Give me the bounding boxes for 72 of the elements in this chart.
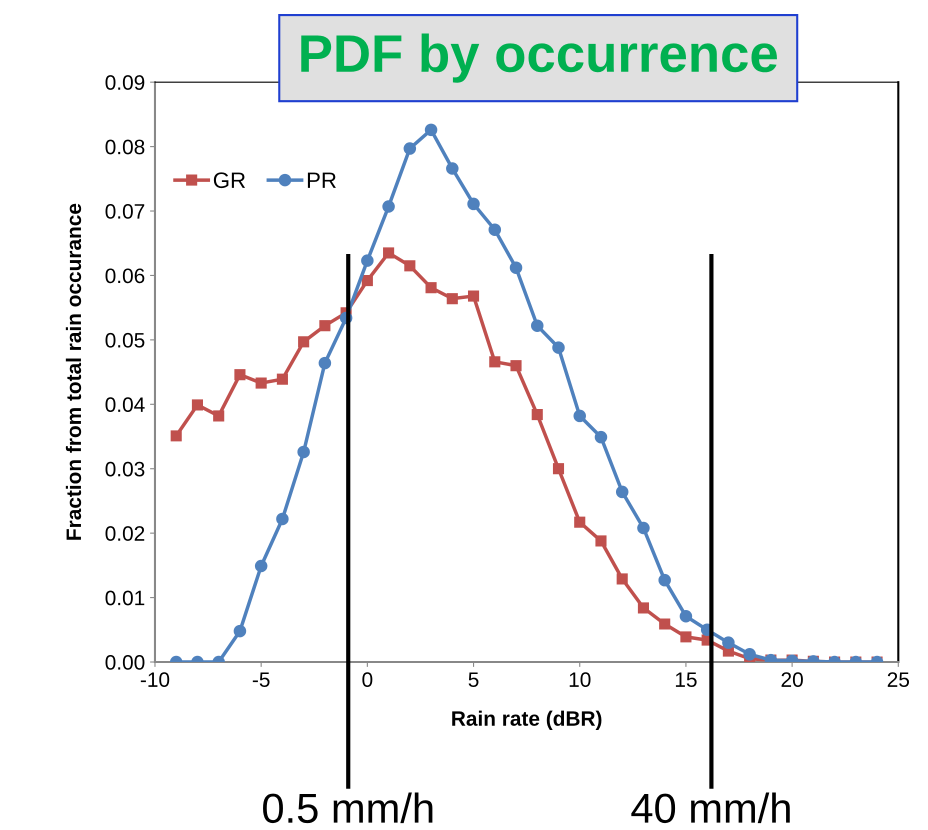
point [722,636,735,649]
x-tick-label: 20 [782,672,803,688]
point [404,260,416,272]
point [424,124,438,136]
x-tick-label: 15 [676,672,697,688]
point [446,162,459,175]
point [468,290,480,302]
point [234,369,246,380]
point [638,602,650,614]
y-tick-label: 0.05 [106,332,144,348]
y-tick-label: 0.04 [106,397,145,412]
point [680,631,692,642]
point [510,360,522,372]
point [361,254,374,267]
point [319,320,330,332]
legend-label: GR [214,172,246,188]
ref-line-label: 40 mm/h [631,792,790,824]
point [552,341,565,354]
point [659,618,670,630]
ref-line-label: 0.5 mm/h [263,792,432,824]
point [297,446,310,458]
point [489,356,500,368]
point [510,261,522,274]
legend-label: PR [308,172,336,188]
point [254,560,268,572]
point [574,516,586,528]
x-tick-label: -5 [252,672,270,688]
y-axis-title: Fraction from total rain occurance [66,204,82,540]
x-tick-label: 10 [570,672,591,688]
y-tick-label: 0.08 [106,140,144,154]
point [594,430,608,444]
x-tick-label: -10 [140,672,170,688]
point [658,574,671,586]
y-tick-label: 0.03 [106,462,144,476]
point [680,610,692,623]
chart-title: PDF by occurrence [301,34,777,83]
point [362,275,373,286]
point [488,223,502,236]
point [382,200,395,213]
point [637,522,650,534]
point [467,198,480,210]
point [616,573,628,584]
point [426,282,437,294]
point [170,430,182,442]
y-tick-label: 0.06 [106,268,144,284]
point [318,356,332,370]
point [213,410,224,422]
y-tick-label: 0.01 [106,590,144,606]
point [595,535,607,546]
point [404,142,416,155]
point [192,399,204,410]
x-tick-label: 5 [468,672,478,688]
point [446,293,458,304]
point [552,463,564,474]
point [532,409,543,420]
point [256,377,267,389]
point [276,374,288,385]
x-tick-label: 25 [888,672,910,688]
y-tick-label: 0.09 [106,75,144,90]
point [573,410,586,422]
point [531,319,544,332]
y-tick-label: 0.02 [106,526,144,541]
y-tick-label: 0.00 [106,655,144,670]
point [616,486,628,498]
point [298,336,310,348]
x-tick-label: 0 [362,672,372,688]
point [234,624,246,638]
point [383,247,394,258]
x-axis-title: Rain rate (dBR) [452,710,602,730]
point [743,648,756,661]
point [276,512,289,526]
y-tick-label: 0.07 [106,204,144,219]
